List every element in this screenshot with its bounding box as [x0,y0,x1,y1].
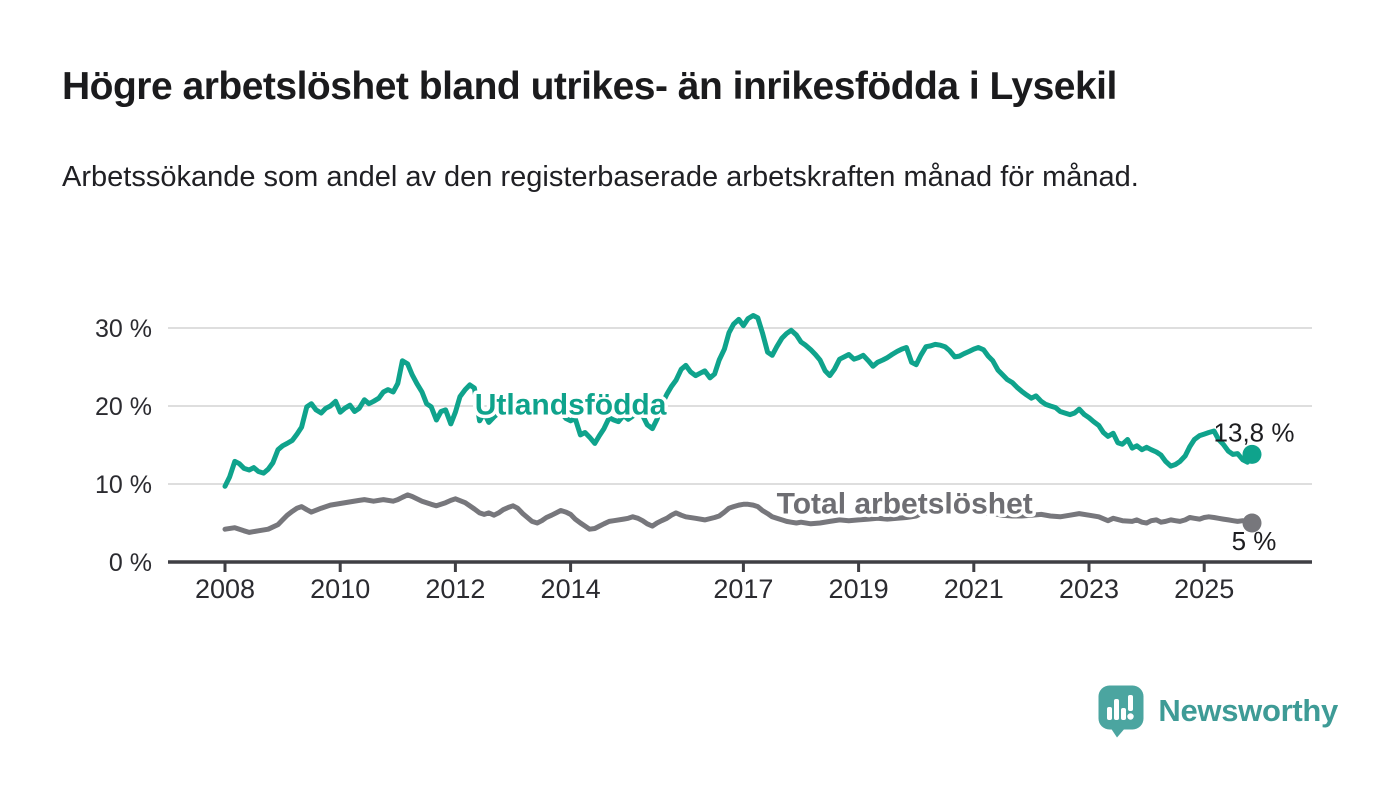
series-line-1 [222,313,1255,489]
x-tick-label-2010: 2010 [310,574,370,604]
newsworthy-branding: Newsworthy [1097,684,1338,738]
y-tick-label-20: 20 % [95,393,152,421]
newsworthy-logo-icon [1098,685,1144,738]
chart-subtitle: Arbetssökande som andel av den registerb… [62,161,1139,193]
x-tick-label-2014: 2014 [541,574,601,604]
series-end-label-0: 5 % [1232,526,1277,556]
y-tick-label-10: 10 % [95,471,152,499]
y-tick-label-30: 30 % [95,315,152,343]
series-end-label-1: 13,8 % [1214,417,1295,447]
brand-name: Newsworthy [1158,693,1338,728]
series-line-0 [222,492,1255,535]
x-tick-label-2008: 2008 [195,574,255,604]
series-end-dot-1 [1242,444,1262,464]
x-tick-label-2021: 2021 [944,574,1004,604]
x-tick-label-2019: 2019 [829,574,889,604]
chart-title: Högre arbetslöshet bland utrikes- än inr… [62,65,1117,108]
y-tick-label-0: 0 % [109,549,152,577]
x-tick-label-2025: 2025 [1174,574,1234,604]
series-label-1: Utlandsfödda [475,389,667,422]
x-tick-label-2012: 2012 [425,574,485,604]
series-end-dot-0 [1242,513,1262,533]
x-tick-label-2017: 2017 [713,574,773,604]
series-label-0: Total arbetslöshet [777,488,1033,521]
x-tick-label-2023: 2023 [1059,574,1119,604]
